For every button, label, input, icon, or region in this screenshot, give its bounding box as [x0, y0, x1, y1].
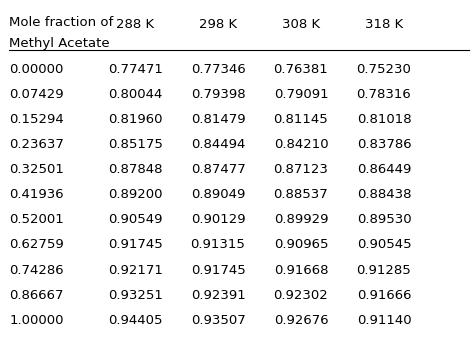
Text: 0.89049: 0.89049: [191, 188, 245, 201]
Text: 0.89530: 0.89530: [356, 213, 411, 227]
Text: 0.81479: 0.81479: [191, 113, 246, 126]
Text: 0.86667: 0.86667: [9, 288, 64, 302]
Text: 318 K: 318 K: [365, 18, 403, 31]
Text: 1.00000: 1.00000: [9, 314, 64, 327]
Text: 0.92676: 0.92676: [273, 314, 328, 327]
Text: Mole fraction of: Mole fraction of: [9, 16, 114, 29]
Text: 0.86449: 0.86449: [357, 163, 411, 176]
Text: 0.91285: 0.91285: [356, 263, 411, 277]
Text: 0.87123: 0.87123: [273, 163, 328, 176]
Text: 0.94405: 0.94405: [108, 314, 162, 327]
Text: 0.52001: 0.52001: [9, 213, 64, 227]
Text: 298 K: 298 K: [199, 18, 237, 31]
Text: 0.89200: 0.89200: [108, 188, 162, 201]
Text: 0.83786: 0.83786: [356, 138, 411, 151]
Text: 0.41936: 0.41936: [9, 188, 64, 201]
Text: 0.81018: 0.81018: [356, 113, 411, 126]
Text: Methyl Acetate: Methyl Acetate: [9, 37, 110, 49]
Text: 0.91666: 0.91666: [357, 288, 411, 302]
Text: 0.81960: 0.81960: [108, 113, 162, 126]
Text: 0.93251: 0.93251: [108, 288, 163, 302]
Text: 0.76381: 0.76381: [273, 63, 328, 76]
Text: 0.07429: 0.07429: [9, 88, 64, 101]
Text: 0.91745: 0.91745: [191, 263, 246, 277]
Text: 0.79091: 0.79091: [273, 88, 328, 101]
Text: 288 K: 288 K: [116, 18, 154, 31]
Text: 0.77346: 0.77346: [191, 63, 246, 76]
Text: 0.75230: 0.75230: [356, 63, 411, 76]
Text: 0.80044: 0.80044: [108, 88, 162, 101]
Text: 0.32501: 0.32501: [9, 163, 64, 176]
Text: 0.23637: 0.23637: [9, 138, 64, 151]
Text: 0.91745: 0.91745: [108, 238, 163, 252]
Text: 0.90965: 0.90965: [274, 238, 328, 252]
Text: 0.77471: 0.77471: [108, 63, 163, 76]
Text: 0.91140: 0.91140: [356, 314, 411, 327]
Text: 0.88438: 0.88438: [357, 188, 411, 201]
Text: 0.81145: 0.81145: [273, 113, 328, 126]
Text: 308 K: 308 K: [282, 18, 320, 31]
Text: 0.92302: 0.92302: [273, 288, 328, 302]
Text: 0.87477: 0.87477: [191, 163, 246, 176]
Text: 0.62759: 0.62759: [9, 238, 64, 252]
Text: 0.90129: 0.90129: [191, 213, 246, 227]
Text: 0.78316: 0.78316: [356, 88, 411, 101]
Text: 0.79398: 0.79398: [191, 88, 246, 101]
Text: 0.85175: 0.85175: [108, 138, 163, 151]
Text: 0.90545: 0.90545: [356, 238, 411, 252]
Text: 0.84494: 0.84494: [191, 138, 245, 151]
Text: 0.00000: 0.00000: [9, 63, 64, 76]
Text: 0.88537: 0.88537: [273, 188, 328, 201]
Text: 0.87848: 0.87848: [108, 163, 162, 176]
Text: 0.90549: 0.90549: [108, 213, 162, 227]
Text: 0.74286: 0.74286: [9, 263, 64, 277]
Text: 0.84210: 0.84210: [273, 138, 328, 151]
Text: 0.92391: 0.92391: [191, 288, 246, 302]
Text: 0.93507: 0.93507: [191, 314, 246, 327]
Text: 0.89929: 0.89929: [274, 213, 328, 227]
Text: 0.91668: 0.91668: [274, 263, 328, 277]
Text: 0.91315: 0.91315: [191, 238, 246, 252]
Text: 0.15294: 0.15294: [9, 113, 64, 126]
Text: 0.92171: 0.92171: [108, 263, 163, 277]
